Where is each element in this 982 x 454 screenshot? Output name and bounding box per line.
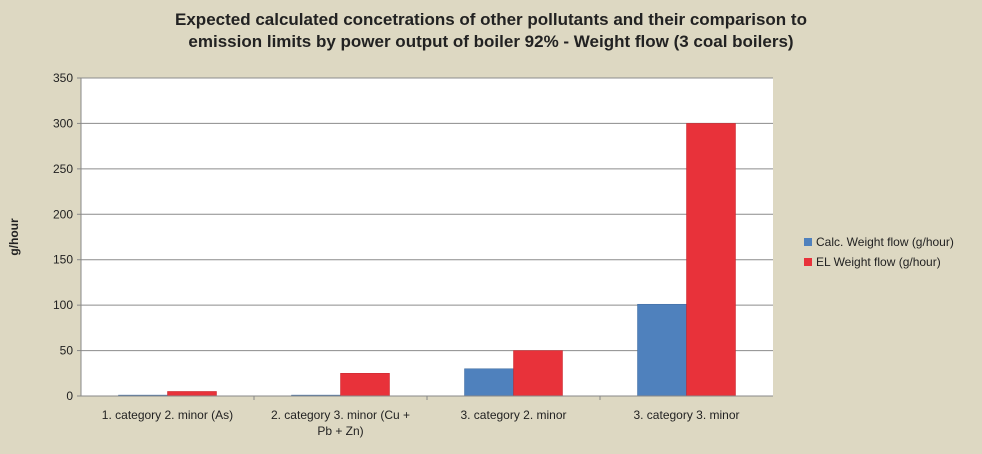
bar-el-2: [340, 373, 390, 397]
x-tick-label: 3. category 2. minor: [460, 408, 566, 422]
x-tick-labels: 1. category 2. minor (As) 2. category 3. …: [102, 396, 740, 438]
y-tick-label: 250: [53, 162, 73, 176]
legend-label: Calc. Weight flow (g/hour): [816, 235, 954, 249]
y-axis-label: g/hour: [7, 218, 21, 256]
x-tick-label: Pb + Zn): [317, 424, 363, 438]
y-tick-label: 350: [53, 71, 73, 85]
chart-title-line-1: Expected calculated concetrations of oth…: [175, 10, 807, 29]
y-tick-label: 150: [53, 253, 73, 267]
legend-swatch: [804, 258, 812, 266]
y-tick-label: 100: [53, 298, 73, 312]
chart-title-line-2: emission limits by power output of boile…: [188, 32, 794, 51]
legend: Calc. Weight flow (g/hour) EL Weight flow…: [804, 232, 954, 272]
chart-title: Expected calculated concetrations of oth…: [0, 9, 982, 53]
x-tick-label: 2. category 3. minor (Cu +: [271, 408, 410, 422]
bar-calc-4: [637, 303, 687, 397]
legend-label: EL Weight flow (g/hour): [816, 255, 941, 269]
x-tick-label: 1. category 2. minor (As): [102, 408, 233, 422]
legend-swatch: [804, 238, 812, 246]
bar-el-3: [513, 350, 563, 397]
legend-item-el: EL Weight flow (g/hour): [804, 252, 954, 272]
legend-item-calc: Calc. Weight flow (g/hour): [804, 232, 954, 252]
y-tick-label: 50: [60, 344, 74, 358]
bar-el-4: [686, 123, 736, 397]
bar-calc-3: [464, 368, 514, 397]
y-tick-label: 300: [53, 116, 73, 130]
y-tick-label: 0: [66, 389, 73, 403]
y-tick-label: 200: [53, 207, 73, 221]
bar-el-1: [167, 391, 217, 397]
bars: [118, 123, 736, 397]
y-tick-labels: 0 50 100 150 200 250 300 350: [53, 71, 81, 403]
gridlines: [81, 77, 773, 352]
x-tick-label: 3. category 3. minor: [633, 408, 739, 422]
